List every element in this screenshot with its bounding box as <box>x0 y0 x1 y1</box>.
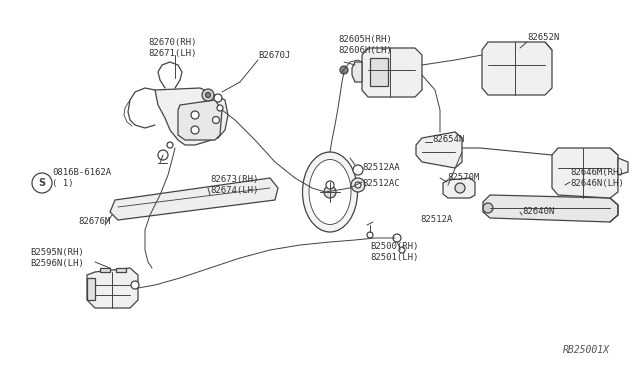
Circle shape <box>191 111 199 119</box>
Circle shape <box>393 234 401 242</box>
Polygon shape <box>443 178 475 198</box>
Bar <box>370 58 388 86</box>
Text: S: S <box>38 178 45 188</box>
Text: B2595N(RH)
B2596N(LH): B2595N(RH) B2596N(LH) <box>30 248 84 268</box>
Ellipse shape <box>303 152 358 232</box>
Text: 82605H(RH)
82606H(LH): 82605H(RH) 82606H(LH) <box>338 35 392 55</box>
Circle shape <box>158 150 168 160</box>
Circle shape <box>32 173 52 193</box>
Polygon shape <box>483 195 618 222</box>
Circle shape <box>167 142 173 148</box>
Circle shape <box>212 116 220 124</box>
Polygon shape <box>87 278 95 300</box>
Text: 82512AA: 82512AA <box>362 164 399 173</box>
Text: 82570M: 82570M <box>447 173 479 182</box>
Circle shape <box>131 281 139 289</box>
Text: 82670(RH)
82671(LH): 82670(RH) 82671(LH) <box>148 38 196 58</box>
Circle shape <box>324 186 336 198</box>
Polygon shape <box>352 62 362 82</box>
Text: 82676M: 82676M <box>78 218 110 227</box>
Circle shape <box>367 232 373 238</box>
Text: 82673(RH)
82674(LH): 82673(RH) 82674(LH) <box>210 175 259 195</box>
Text: B2670J: B2670J <box>258 51 291 60</box>
Circle shape <box>399 247 405 253</box>
Polygon shape <box>416 132 462 168</box>
Text: 82512AC: 82512AC <box>362 180 399 189</box>
Ellipse shape <box>309 160 351 224</box>
Circle shape <box>214 94 222 102</box>
Text: 82654N: 82654N <box>432 135 464 144</box>
Circle shape <box>355 182 361 188</box>
Circle shape <box>217 105 223 111</box>
Text: 0816B-6162A
( 1): 0816B-6162A ( 1) <box>52 168 111 188</box>
Text: RB25001X: RB25001X <box>563 345 610 355</box>
Polygon shape <box>362 48 422 97</box>
Text: 82640N: 82640N <box>522 208 554 217</box>
Polygon shape <box>100 268 110 272</box>
Polygon shape <box>482 42 552 95</box>
Polygon shape <box>618 158 628 175</box>
Circle shape <box>353 165 363 175</box>
Text: 82646M(RH)
82646N(LH): 82646M(RH) 82646N(LH) <box>570 168 624 188</box>
Circle shape <box>483 203 493 213</box>
Circle shape <box>340 66 348 74</box>
Circle shape <box>191 126 199 134</box>
Circle shape <box>455 183 465 193</box>
Polygon shape <box>552 148 618 198</box>
Circle shape <box>202 89 214 101</box>
Polygon shape <box>155 88 228 145</box>
Polygon shape <box>178 100 222 140</box>
Circle shape <box>351 178 365 192</box>
Circle shape <box>326 181 334 189</box>
Polygon shape <box>110 178 278 220</box>
Circle shape <box>205 93 211 97</box>
Text: 82512A: 82512A <box>420 215 452 224</box>
Polygon shape <box>87 268 138 308</box>
Text: B2500(RH)
82501(LH): B2500(RH) 82501(LH) <box>370 242 419 262</box>
Text: 82652N: 82652N <box>527 33 559 42</box>
Polygon shape <box>116 268 126 272</box>
